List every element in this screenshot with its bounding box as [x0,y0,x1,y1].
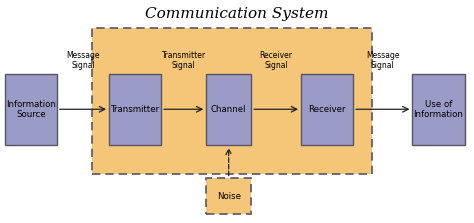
Text: Message
Signal: Message Signal [66,51,100,70]
Text: Communication System: Communication System [145,7,329,21]
Text: Use of
Information: Use of Information [413,100,464,119]
Bar [206,178,251,214]
Text: Transmitter
Signal: Transmitter Signal [162,51,206,70]
Bar [206,74,251,145]
Bar [92,28,372,174]
Text: Noise: Noise [217,192,241,201]
Text: Message
Signal: Message Signal [366,51,400,70]
Bar [109,74,161,145]
Text: Information
Source: Information Source [6,100,56,119]
Bar [5,74,57,145]
Text: Channel: Channel [211,105,246,114]
Bar [301,74,353,145]
Text: Receiver: Receiver [308,105,346,114]
Text: Transmitter: Transmitter [110,105,160,114]
Bar [412,74,465,145]
Text: Receiver
Signal: Receiver Signal [260,51,292,70]
